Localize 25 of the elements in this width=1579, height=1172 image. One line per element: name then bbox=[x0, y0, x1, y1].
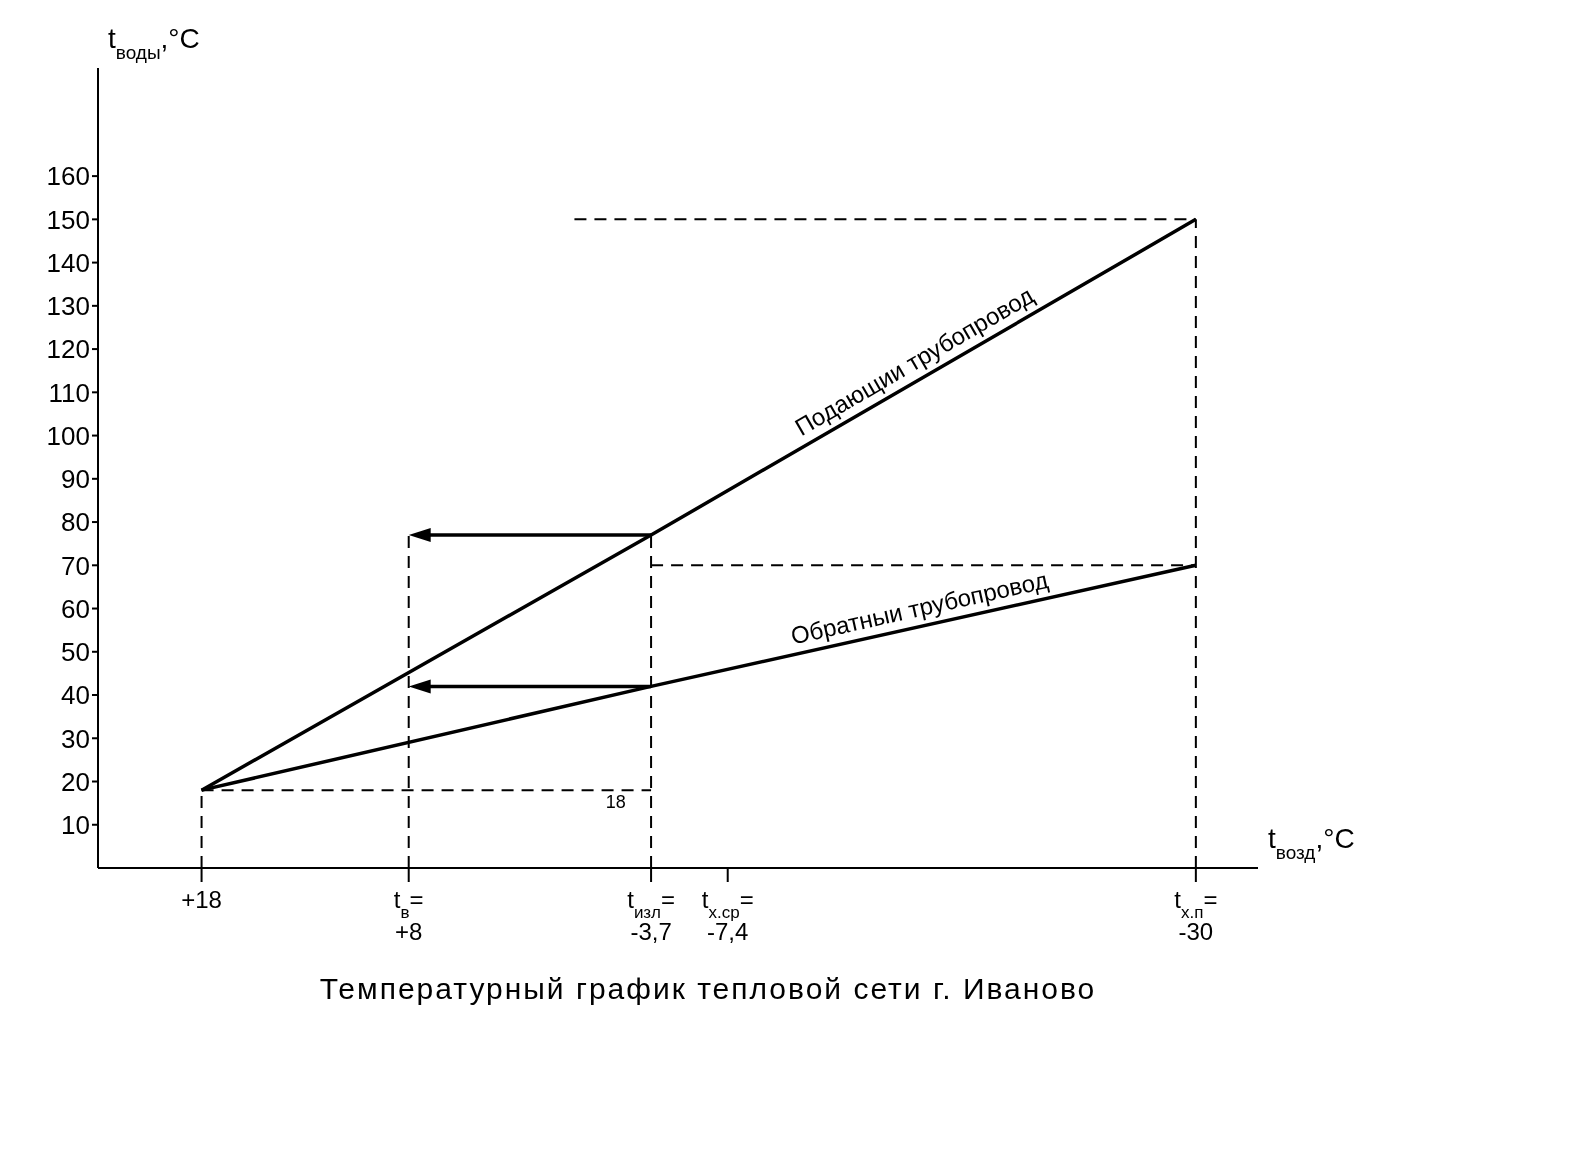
y-tick-label: 10 bbox=[61, 809, 90, 840]
y-tick-label: 70 bbox=[61, 550, 90, 581]
x-tick-label: t$_{изл}$=-3,7 bbox=[627, 886, 675, 945]
y-axis-title: t$_{воды}$,°C bbox=[108, 23, 200, 63]
y-tick-label: 100 bbox=[46, 420, 90, 451]
annotation: 18 bbox=[605, 791, 626, 812]
y-tick-label: 150 bbox=[46, 204, 90, 235]
y-tick-label: 130 bbox=[46, 291, 90, 322]
x-tick-label: +18 bbox=[181, 886, 222, 913]
y-tick-label: 120 bbox=[46, 334, 90, 365]
y-tick-label: 90 bbox=[61, 464, 90, 495]
text: Температурный график тепловой сети г. Иваново bbox=[318, 972, 1098, 1006]
y-tick-label: 140 bbox=[46, 247, 90, 278]
x-tick-label: t$_{х.п}$=-30 bbox=[1174, 886, 1218, 945]
y-tick-label: 40 bbox=[61, 680, 90, 711]
x-axis-title: t$_{возд}$,°C bbox=[1268, 823, 1355, 863]
y-tick-label: 30 bbox=[61, 723, 90, 754]
x-tick-label: t$_{в}$=+8 bbox=[393, 886, 424, 945]
y-tick-label: 80 bbox=[61, 507, 90, 538]
x-tick-label: t$_{х.ср}$=-7,4 bbox=[701, 886, 754, 945]
y-tick-label: 160 bbox=[46, 161, 90, 192]
y-tick-label: 50 bbox=[61, 637, 90, 668]
y-tick-label: 60 bbox=[61, 593, 90, 624]
y-tick-label: 110 bbox=[48, 377, 90, 408]
y-tick-label: 20 bbox=[61, 766, 90, 797]
